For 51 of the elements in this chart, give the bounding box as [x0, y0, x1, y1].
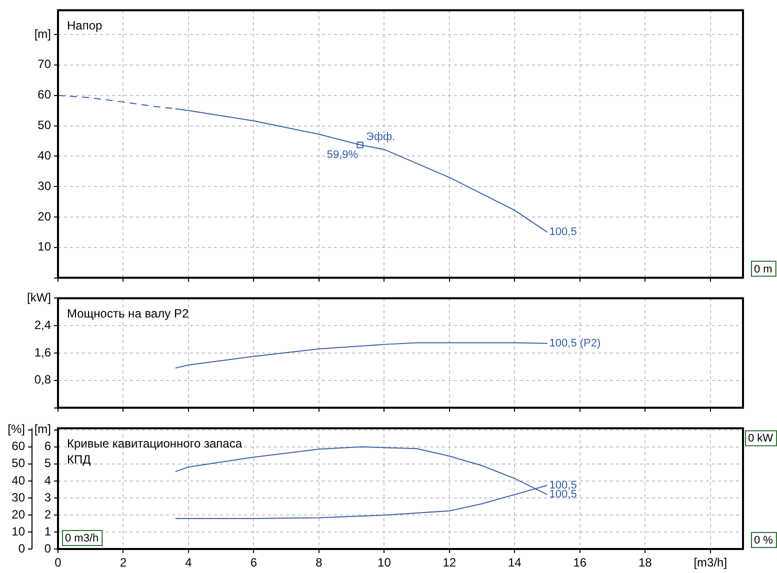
- x-tick-label: 8: [316, 556, 323, 570]
- x-tick-label: [m3/h]: [694, 556, 728, 570]
- y-tick-label: 60: [12, 439, 26, 454]
- text: КПД: [67, 452, 91, 467]
- annotation: 100,5: [549, 488, 577, 501]
- y2-tick-label: 1: [44, 524, 52, 538]
- y-tick-label: 30: [38, 178, 52, 193]
- annotation: 100,5: [549, 226, 577, 238]
- y-tick-label: [kW]: [27, 290, 51, 305]
- text: 0 m: [754, 263, 772, 276]
- y-tick-label: 50: [12, 456, 26, 470]
- y-tick-label: 1,6: [34, 345, 52, 360]
- annotation: 100,5 (P2): [549, 337, 601, 350]
- annotation: 0 m3/h: [65, 532, 99, 545]
- y-tick-label: 10: [12, 524, 26, 538]
- x-tick-label: 12: [442, 556, 456, 570]
- y-tick-label: 40: [38, 148, 52, 162]
- annotation: 59,9%: [326, 148, 358, 161]
- text: Напор: [67, 18, 103, 33]
- y2-tick-label: 3: [44, 490, 52, 504]
- y-tick-label: 60: [38, 88, 52, 102]
- x-tick-label: 2: [120, 556, 127, 570]
- y-tick-label: [m]: [34, 26, 51, 41]
- annotation: 100,5: [549, 479, 577, 492]
- annotation: Эфф.: [366, 130, 396, 143]
- y-tick-label: 0,8: [34, 372, 52, 387]
- y2-tick-label: 5: [44, 456, 52, 470]
- text: 0 kW: [748, 432, 774, 445]
- y-tick-label: 50: [38, 118, 52, 132]
- text: 0 %: [754, 534, 774, 547]
- y2-tick-label: 2: [44, 507, 52, 522]
- y-tick-label: 2,4: [34, 318, 52, 332]
- y-tick-label: [%]: [8, 422, 25, 436]
- x-tick-label: 10: [378, 556, 392, 570]
- x-tick-label: 16: [573, 556, 587, 570]
- y-tick-label: 20: [12, 507, 26, 522]
- x-tick-label: 18: [638, 556, 652, 570]
- y-tick-label: 0: [18, 541, 26, 556]
- y-tick-label: 40: [12, 473, 26, 488]
- y2-tick-label: 6: [44, 439, 52, 454]
- y-tick-label: 30: [12, 490, 26, 504]
- x-tick-label: 14: [508, 556, 522, 570]
- y-tick-label: 70: [38, 57, 52, 72]
- y-tick-label: 10: [38, 240, 52, 254]
- y2-tick-label: 4: [44, 473, 52, 488]
- y-tick-label: 20: [38, 209, 52, 224]
- x-tick-label: 6: [250, 556, 258, 570]
- x-tick-label: 4: [185, 556, 192, 570]
- text: Кривые кавитационного запаса: [67, 436, 242, 451]
- text: Мощность на валу P2: [67, 306, 189, 321]
- x-tick-label: 0: [54, 556, 62, 570]
